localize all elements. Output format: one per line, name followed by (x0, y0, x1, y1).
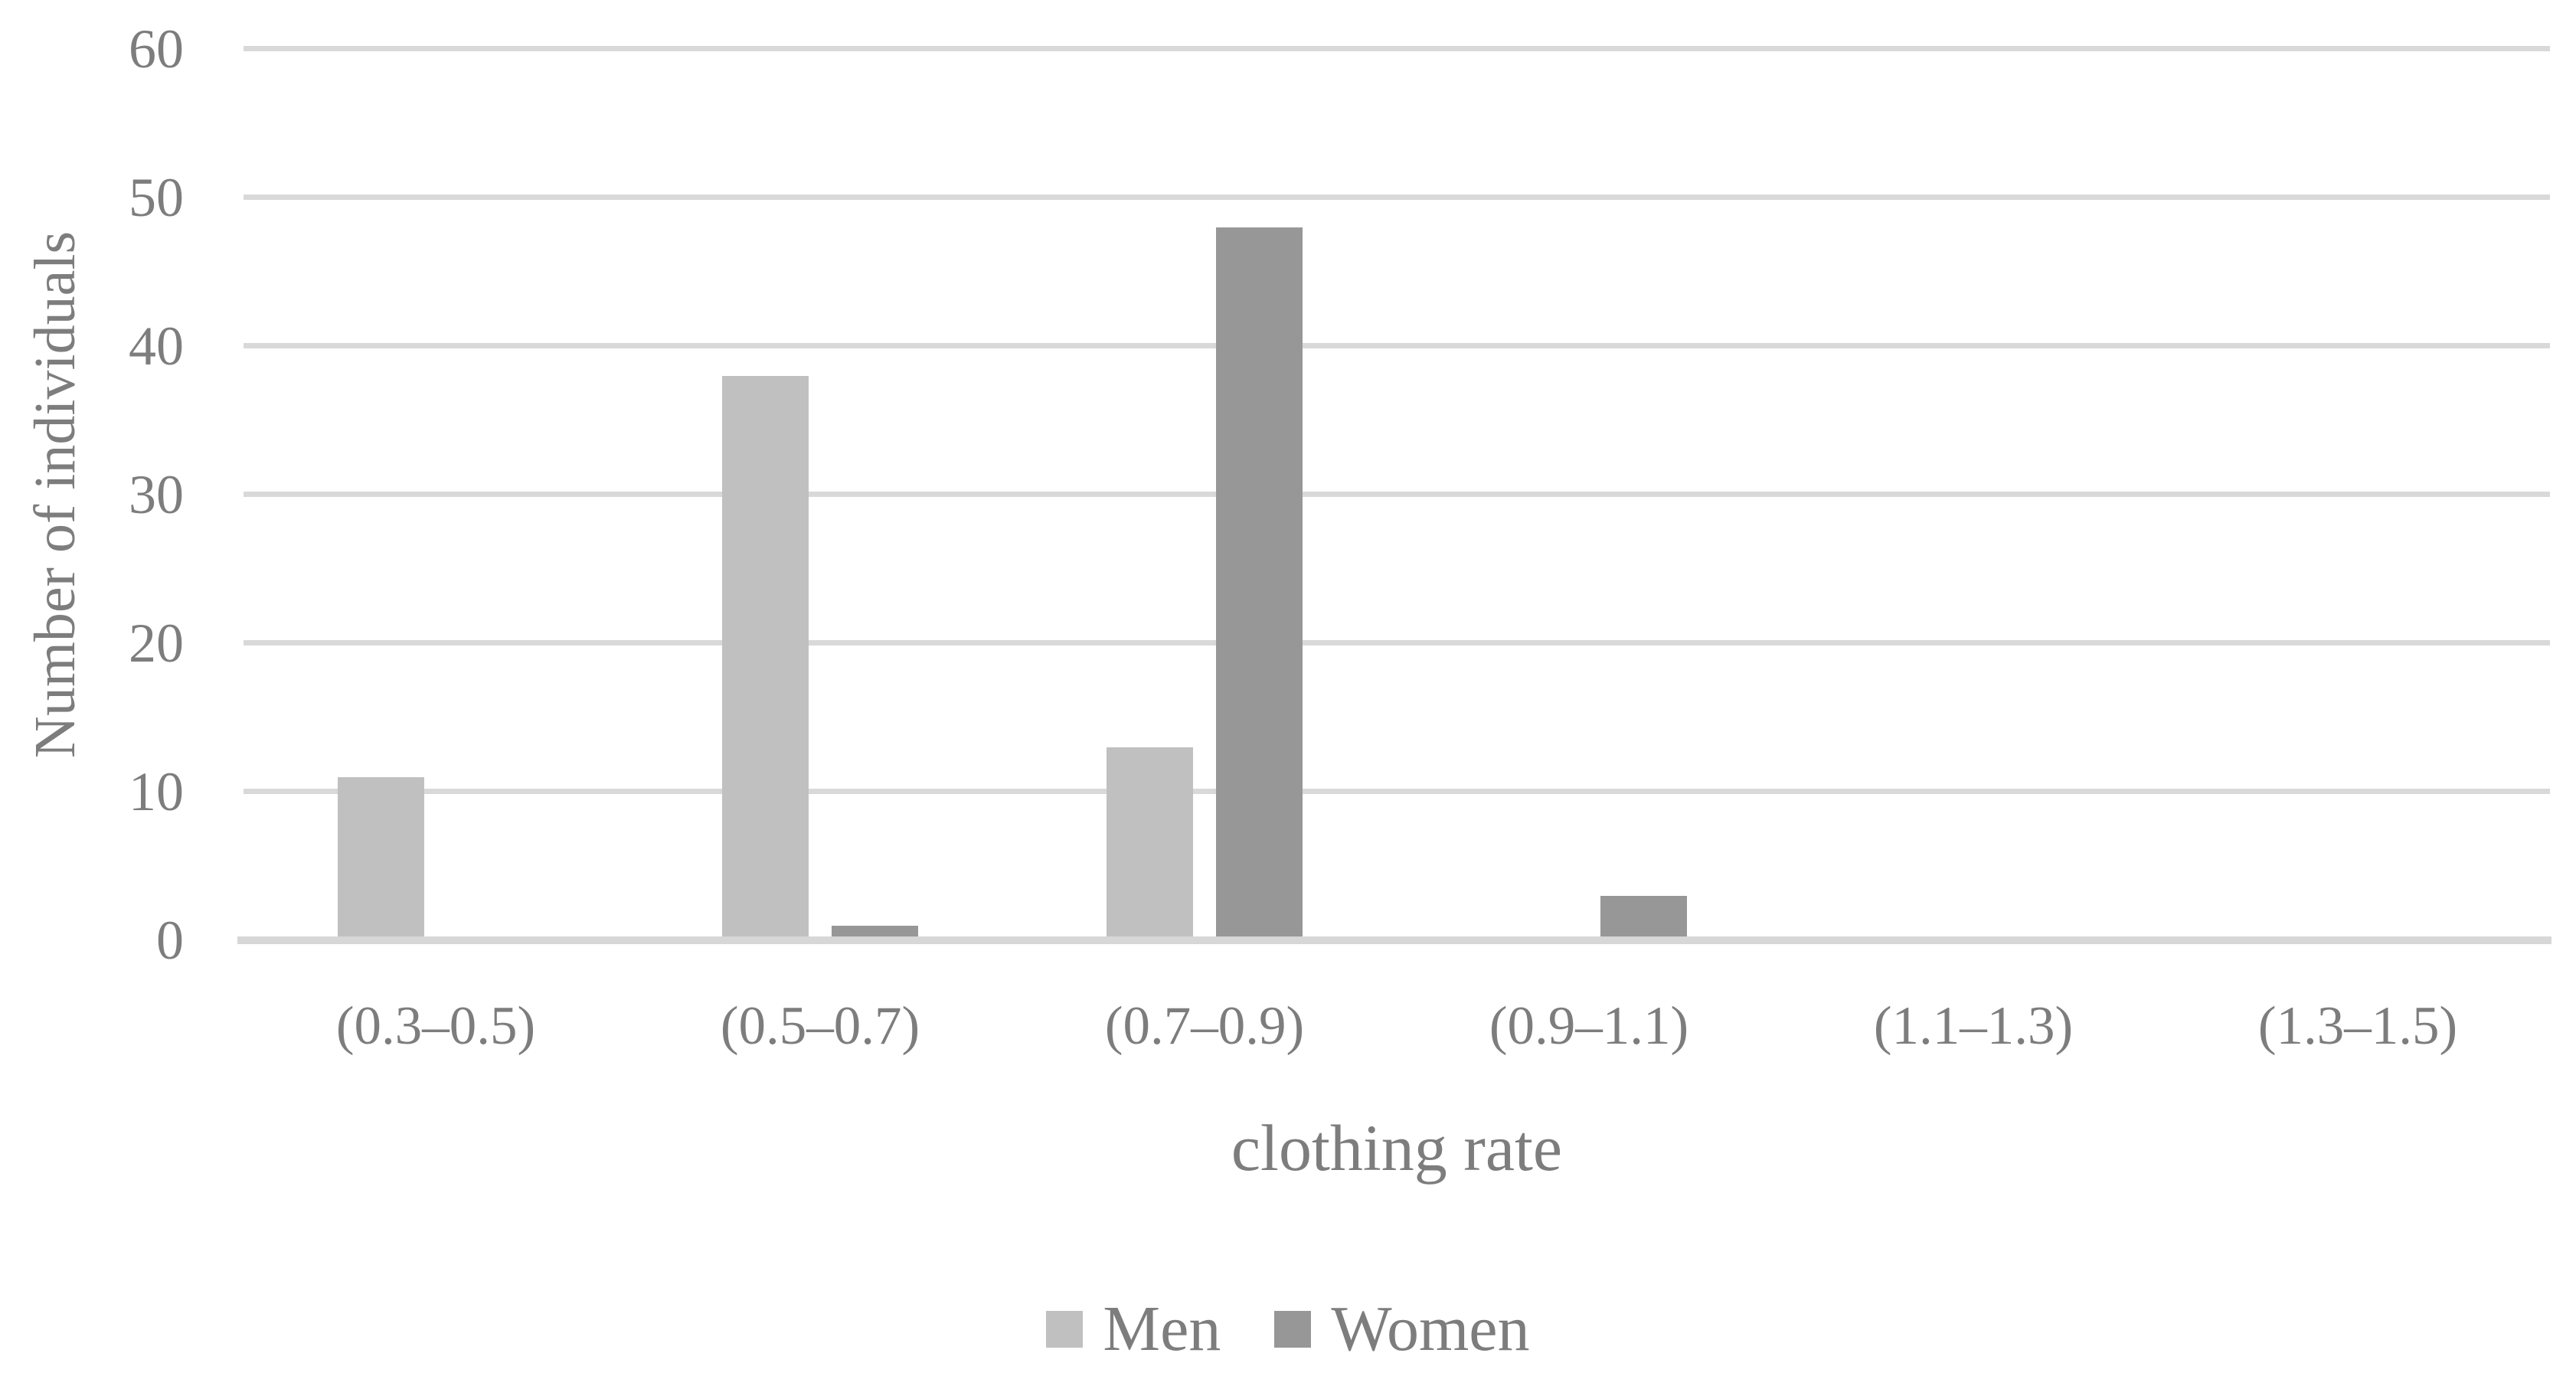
y-tick-0: 0 (156, 910, 184, 971)
bar-men-2 (1107, 747, 1193, 940)
category-slot-2 (1012, 49, 1397, 940)
gridline-10 (244, 789, 2550, 795)
bar-men-1 (722, 375, 809, 940)
y-tick-20: 20 (129, 613, 184, 674)
x-label-5: (1.3–1.5) (2257, 996, 2458, 1056)
legend-label-women: Women (1331, 1293, 1530, 1364)
x-label-1: (0.5–0.7) (720, 996, 920, 1056)
gridline-30 (244, 492, 2550, 497)
x-label-3: (0.9–1.1) (1489, 996, 1689, 1056)
x-label-0: (0.3–0.5) (335, 996, 536, 1056)
bar-women-3 (1600, 895, 1687, 940)
y-axis-ticks: 0 10 20 30 40 50 60 (0, 21, 184, 968)
bar-slots (244, 49, 2550, 940)
y-tick-50: 50 (129, 167, 184, 228)
y-tick-40: 40 (129, 315, 184, 377)
category-slot-4 (1781, 49, 2166, 940)
category-slot-3 (1397, 49, 1781, 940)
legend: Men Women (0, 1297, 2576, 1361)
y-tick-30: 30 (129, 464, 184, 525)
gridline-40 (244, 343, 2550, 349)
x-label-4: (1.1–1.3) (1873, 996, 2074, 1056)
legend-swatch-women (1274, 1311, 1312, 1348)
legend-item-men: Men (1046, 1297, 1221, 1361)
x-axis-line (237, 936, 2551, 944)
legend-item-women: Women (1274, 1293, 1530, 1364)
bar-men-0 (338, 776, 424, 940)
y-tick-10: 10 (129, 761, 184, 822)
category-slot-5 (2166, 49, 2550, 940)
gridline-60 (244, 46, 2550, 51)
bar-women-2 (1216, 227, 1303, 940)
legend-swatch-men (1046, 1311, 1084, 1348)
category-slot-1 (628, 49, 1012, 940)
x-axis-labels: (0.3–0.5) (0.5–0.7) (0.7–0.9) (0.9–1.1) (1.1… (244, 994, 2550, 1059)
category-slot-0 (244, 49, 628, 940)
gridline-20 (244, 640, 2550, 646)
gridline-50 (244, 194, 2550, 200)
x-label-2: (0.7–0.9) (1104, 996, 1305, 1056)
legend-label-men: Men (1103, 1293, 1221, 1364)
y-tick-60: 60 (129, 18, 184, 80)
plot-area (237, 46, 2551, 944)
x-axis-title: clothing rate (1231, 1111, 1563, 1185)
